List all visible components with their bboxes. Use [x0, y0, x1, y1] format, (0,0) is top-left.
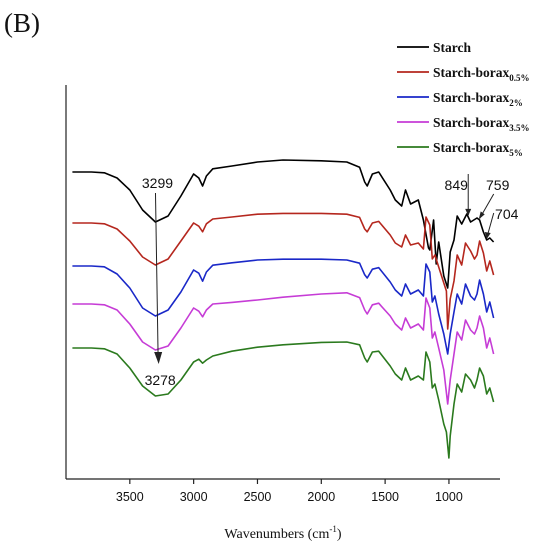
x-axis-title: Wavenumbers (cm-1): [224, 524, 342, 542]
annotations: 3299 3278 849 759 704: [142, 174, 519, 388]
x-tick-label: 3500: [116, 490, 144, 504]
annotation-3278: 3278: [145, 372, 176, 388]
annotation-849: 849: [445, 177, 469, 193]
annotation-704: 704: [495, 206, 519, 222]
legend-label-2: Starch-borax0.5%: [433, 65, 530, 83]
legend-label-4: Starch-borax3.5%: [433, 115, 530, 133]
x-axis-title-main: Wavenumbers (cm: [224, 527, 329, 542]
series-line-4: [72, 292, 495, 405]
series-line-5: [72, 341, 495, 459]
legend-label-5: Starch-borax5%: [433, 140, 523, 158]
x-tick-label: 1000: [435, 490, 463, 504]
x-tick-label: 3000: [180, 490, 208, 504]
x-tick-label: 2000: [307, 490, 335, 504]
series-group: [72, 159, 495, 459]
plot-area: 3500 3000 2500 2000 1500 1000 3299 3278 849 759 7…: [65, 85, 519, 504]
series-line-2: [72, 212, 495, 330]
shift-arrow-head: [154, 352, 163, 364]
legend-label-1: Starch: [433, 40, 471, 55]
leader-759-head: [478, 211, 485, 220]
legend-label-3: Starch-borax2%: [433, 90, 523, 108]
x-tick-label: 1500: [371, 490, 399, 504]
x-axis-title-close: ): [337, 527, 342, 542]
series-line-1: [72, 159, 495, 289]
annotation-759: 759: [486, 177, 510, 193]
series-line-3: [72, 258, 495, 355]
panel-label: (B): [4, 8, 40, 38]
shift-arrow-line: [154, 192, 159, 361]
x-axis-title-sup: -1: [329, 524, 337, 534]
x-tick-label: 2500: [244, 490, 272, 504]
leader-704-head: [484, 232, 491, 239]
legend: Starch Starch-borax0.5% Starch-borax2% Star…: [397, 40, 530, 158]
leader-849-head: [465, 208, 472, 216]
annotation-3299: 3299: [142, 175, 173, 191]
x-ticks: 3500 3000 2500 2000 1500 1000: [116, 479, 463, 504]
